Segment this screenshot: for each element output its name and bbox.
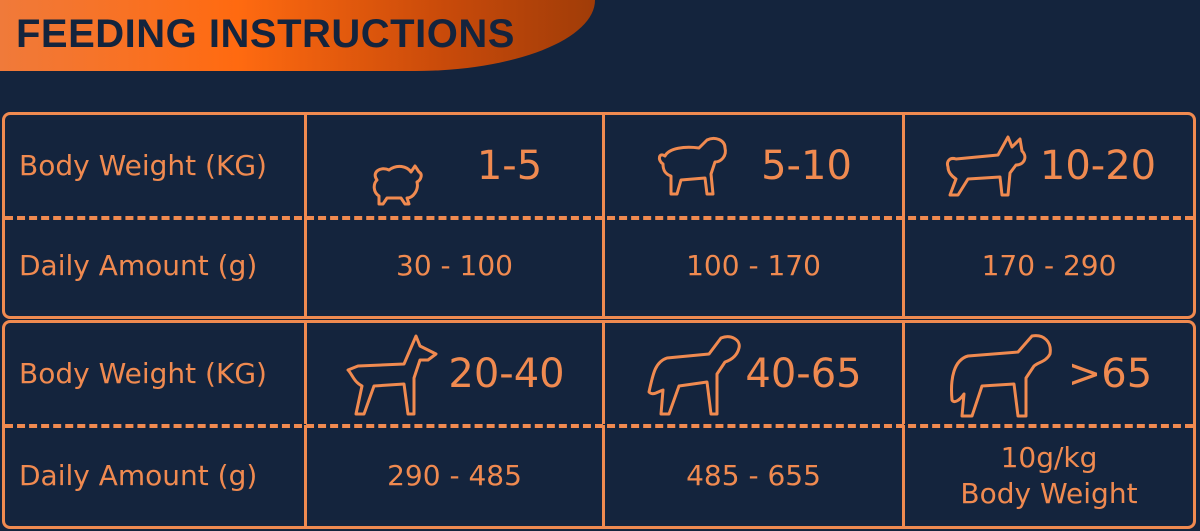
weight-row: Body Weight (KG) 20-40 40-65 >65 xyxy=(5,323,1193,428)
amount-line-1: 10g/kg xyxy=(1000,440,1098,474)
amount-row: Daily Amount (g) 30 - 100 100 - 170 170 … xyxy=(5,215,1193,316)
amount-cell: 30 - 100 xyxy=(304,215,602,316)
row-label: Daily Amount (g) xyxy=(19,249,258,282)
weight-cell: >65 xyxy=(902,323,1193,424)
french-bulldog-icon xyxy=(945,135,1027,196)
amount-cell: 100 - 170 xyxy=(602,215,902,316)
weight-cell: 5-10 xyxy=(602,115,902,216)
pug-icon xyxy=(658,136,727,195)
amount-line-2: Body Weight xyxy=(960,476,1138,510)
weight-cell: 40-65 xyxy=(602,323,902,424)
feeding-table-block-2: Body Weight (KG) 20-40 40-65 >65 Daily A… xyxy=(2,320,1196,529)
weight-row: Body Weight (KG) 1-5 5-10 10-20 xyxy=(5,115,1193,220)
pomeranian-icon xyxy=(372,164,423,205)
weight-value: 10-20 xyxy=(1039,142,1157,189)
weight-value: 5-10 xyxy=(761,142,852,189)
amount-cell: 10g/kg Body Weight xyxy=(902,425,1193,526)
amount-row: Daily Amount (g) 290 - 485 485 - 655 10g… xyxy=(5,425,1193,526)
row-label: Body Weight (KG) xyxy=(19,149,267,182)
mastiff-icon xyxy=(949,333,1052,417)
feeding-table-block-1: Body Weight (KG) 1-5 5-10 10-20 Daily Am… xyxy=(2,112,1196,319)
weight-value: >65 xyxy=(1067,350,1153,397)
amount-cell: 485 - 655 xyxy=(602,425,902,526)
weight-cell: 10-20 xyxy=(902,115,1193,216)
weight-value: 20-40 xyxy=(448,350,565,397)
title-banner: FEEDING INSTRUCTIONS xyxy=(0,0,595,71)
weight-cell: 20-40 xyxy=(304,323,602,424)
row-label: Body Weight (KG) xyxy=(19,357,267,390)
rottweiler-icon xyxy=(647,334,742,415)
weight-cell: 1-5 xyxy=(304,115,602,216)
row-label: Daily Amount (g) xyxy=(19,459,258,492)
amount-cell: 170 - 290 xyxy=(902,215,1193,316)
weight-value: 1-5 xyxy=(476,142,543,189)
amount-cell: 290 - 485 xyxy=(304,425,602,526)
doberman-icon xyxy=(346,334,438,415)
page-title: FEEDING INSTRUCTIONS xyxy=(16,12,515,56)
weight-value: 40-65 xyxy=(745,350,862,397)
